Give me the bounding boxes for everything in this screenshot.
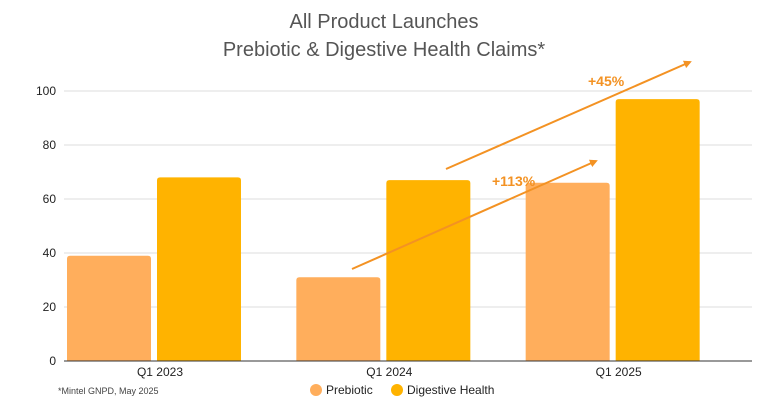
y-tick-label: 80 — [43, 138, 57, 152]
annotations: +113% +45% — [351, 60, 692, 270]
bar-prebiotic — [67, 255, 151, 361]
y-tick-label: 0 — [49, 354, 56, 368]
y-tick-label: 60 — [43, 192, 57, 206]
legend: Prebiotic Digestive Health — [310, 383, 494, 397]
legend-swatch — [310, 384, 322, 396]
growth-label: +45% — [588, 73, 625, 89]
bar-digestive-health — [615, 99, 700, 361]
bar-prebiotic — [296, 277, 381, 361]
y-tick-label: 40 — [43, 246, 57, 260]
legend-label: Prebiotic — [326, 383, 373, 397]
bar-digestive-health — [157, 177, 241, 361]
y-axis-ticks: 0 20 40 60 80 100 — [36, 84, 56, 368]
x-tick-label: Q1 2024 — [366, 365, 412, 379]
bars — [64, 99, 752, 362]
growth-label: +113% — [492, 173, 536, 189]
bar-digestive-health — [386, 180, 471, 361]
x-tick-label: Q1 2023 — [137, 365, 183, 379]
bar-prebiotic — [525, 182, 610, 361]
footnote: *Mintel GNPD, May 2025 — [58, 386, 159, 396]
legend-label: Digestive Health — [407, 383, 494, 397]
y-tick-label: 20 — [43, 300, 57, 314]
chart-title-line-1: All Product Launches — [289, 11, 478, 33]
legend-swatch — [391, 384, 403, 396]
x-tick-label: Q1 2025 — [596, 365, 642, 379]
y-tick-label: 100 — [36, 84, 56, 98]
growth-arrow — [351, 159, 598, 270]
chart-title-line-2: Prebiotic & Digestive Health Claims* — [223, 39, 546, 61]
x-axis-labels: Q1 2023 Q1 2024 Q1 2025 — [137, 365, 642, 379]
growth-arrow — [445, 60, 692, 170]
